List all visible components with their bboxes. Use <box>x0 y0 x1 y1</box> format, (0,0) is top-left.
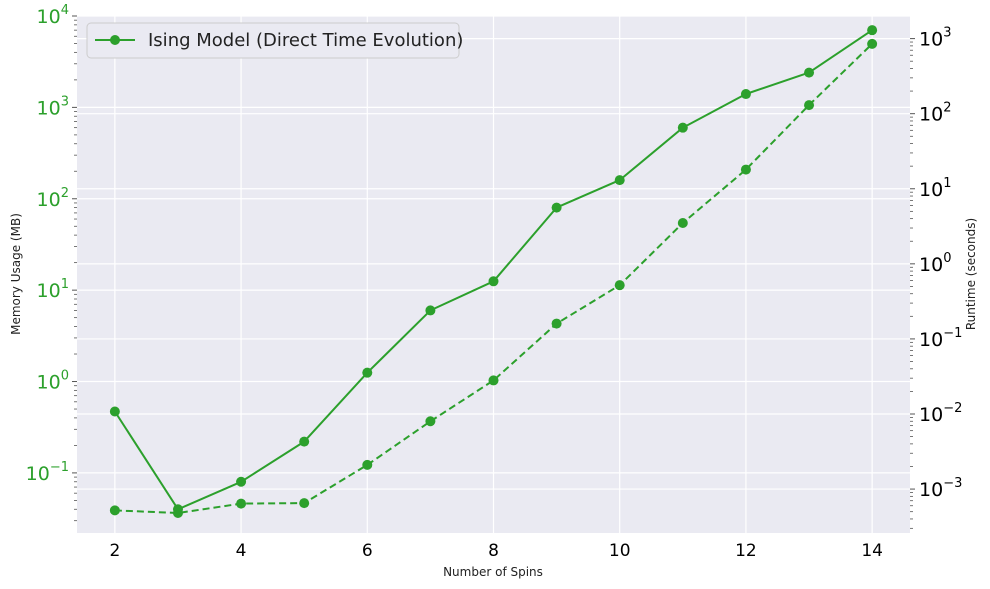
data-point-right <box>677 217 688 228</box>
x-axis: 2 4 6 8 10 12 14 <box>109 541 883 561</box>
data-point-right <box>551 318 562 329</box>
data-point-right <box>172 508 183 519</box>
left-tick-label: 102 <box>37 186 69 211</box>
data-point-left <box>614 175 625 186</box>
x-tick-label: 14 <box>861 541 883 561</box>
left-tick-label: 103 <box>37 94 69 119</box>
data-point-left <box>236 476 247 487</box>
x-tick-label: 8 <box>488 541 499 561</box>
left-tick-label: 104 <box>37 3 69 28</box>
data-point-left <box>740 89 751 100</box>
x-tick-label: 6 <box>362 541 373 561</box>
x-tick-label: 12 <box>735 541 757 561</box>
left-tick-label: 100 <box>37 369 69 394</box>
data-point-right <box>425 416 436 427</box>
data-point-right <box>804 100 815 111</box>
x-tick-label: 4 <box>236 541 247 561</box>
data-point-right <box>488 375 499 386</box>
x-tick-label: 2 <box>109 541 120 561</box>
data-point-left <box>867 25 878 36</box>
right-tick-label: 10−3 <box>919 476 962 501</box>
right-tick-label: 103 <box>919 26 951 51</box>
data-point-right <box>867 38 878 49</box>
right-tick-label: 102 <box>919 101 951 126</box>
data-point-left <box>299 436 310 447</box>
data-point-left <box>488 276 499 287</box>
data-point-left <box>109 406 120 417</box>
data-point-left <box>425 305 436 316</box>
data-point-right <box>109 505 120 516</box>
grid <box>77 15 910 533</box>
data-point-right <box>740 164 751 175</box>
legend-label: Ising Model (Direct Time Evolution) <box>148 30 463 51</box>
data-point-right <box>614 280 625 291</box>
data-point-left <box>362 367 373 378</box>
data-point-right <box>299 498 310 509</box>
data-point-left <box>677 122 688 133</box>
data-point-right <box>362 459 373 470</box>
right-tick-label: 10−1 <box>919 326 962 351</box>
left-axis: 10−1 100 101 102 103 104 <box>26 3 77 522</box>
x-tick-label: 10 <box>609 541 631 561</box>
left-axis-label: Memory Usage (MB) <box>9 213 23 335</box>
left-tick-label: 10−1 <box>26 460 69 485</box>
legend-box <box>86 22 460 59</box>
right-tick-label: 101 <box>919 176 951 201</box>
legend: Ising Model (Direct Time Evolution) <box>86 22 463 59</box>
right-axis: 10−3 10−2 10−1 100 101 102 103 <box>910 26 962 529</box>
series-points <box>109 25 878 519</box>
data-point-left <box>804 67 815 78</box>
right-tick-label: 100 <box>919 251 951 276</box>
right-tick-label: 10−2 <box>919 401 962 426</box>
left-tick-label: 101 <box>37 277 69 302</box>
x-axis-label: Number of Spins <box>443 565 543 579</box>
right-axis-label: Runtime (seconds) <box>964 218 978 330</box>
data-point-right <box>236 498 247 509</box>
data-point-left <box>551 202 562 213</box>
legend-marker <box>110 35 120 45</box>
